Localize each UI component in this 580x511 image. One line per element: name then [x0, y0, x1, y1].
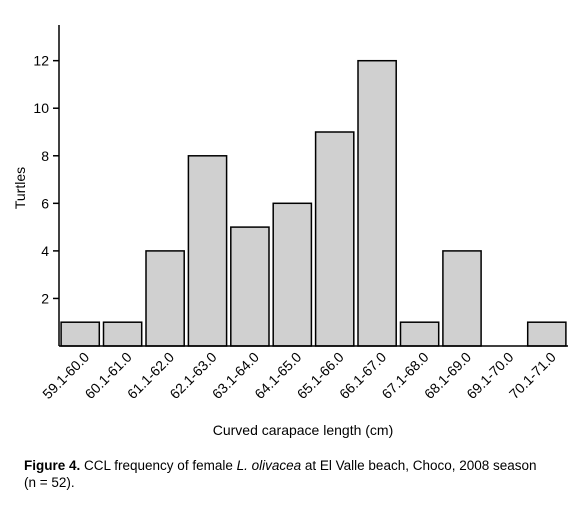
caption-text-after: at El Valle beach, Choco, 2008 season (n… [24, 458, 537, 490]
caption-label: Figure 4. [24, 458, 81, 473]
bar-65.1-66.0 [314, 131, 355, 347]
bar-63.1-64.0 [230, 226, 270, 347]
bar-67.1-68.0 [399, 321, 440, 347]
y-tick-label: 12 [33, 53, 49, 69]
y-tick-label: 6 [41, 195, 49, 211]
x-tick-label: 70.1-71.0 [506, 349, 559, 402]
y-tick-label: 2 [41, 290, 49, 306]
y-tick-label: 10 [33, 100, 49, 116]
bar-68.1-69.0 [442, 250, 482, 347]
bar-61.1-62.0 [145, 250, 185, 347]
bar-66.1-67.0 [357, 59, 397, 347]
x-axis: 59.1-60.060.1-61.061.1-62.062.1-63.063.1… [39, 345, 568, 402]
bar-60.1-61.0 [102, 321, 143, 347]
bars-group [60, 59, 567, 347]
y-axis-title: Turtles [12, 167, 28, 209]
bar-62.1-63.0 [187, 155, 228, 347]
y-axis: 2 4 6 8 10 12 [33, 25, 60, 346]
bar-64.1-65.0 [272, 202, 313, 347]
y-tick-label: 4 [41, 243, 49, 259]
x-axis-title: Curved carapace length (cm) [213, 422, 394, 438]
y-tick-label: 8 [41, 148, 49, 164]
caption-text-before: CCL frequency of female [80, 458, 237, 473]
bar-70.1-71.0 [526, 321, 567, 347]
caption-species: L. olivacea [236, 458, 302, 473]
figure-caption: Figure 4. CCL frequency of female L. oli… [24, 457, 544, 491]
histogram-chart: 2 4 6 8 10 12 59.1-60.060.1-61.061.1-62.062.1… [12, 25, 568, 438]
bar-59.1-60.0 [60, 321, 101, 347]
